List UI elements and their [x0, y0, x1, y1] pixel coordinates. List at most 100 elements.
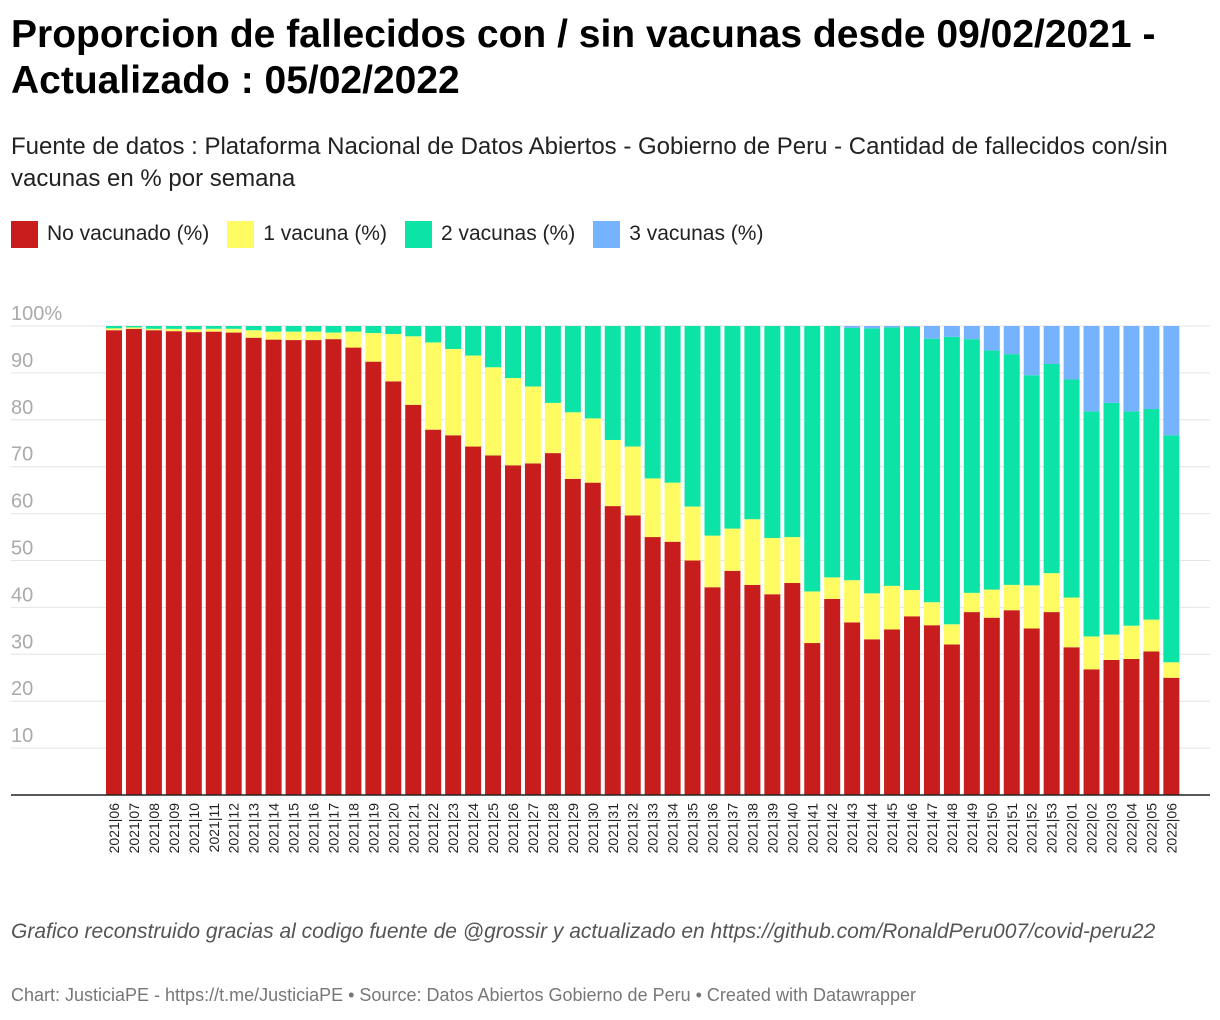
bar-segment-series-1 [1003, 610, 1020, 795]
x-tick-label: 2021|33 [645, 803, 661, 854]
bar-stack [1103, 326, 1120, 795]
x-tick-label: 2021|35 [685, 803, 701, 854]
bar-stack [185, 326, 202, 795]
bar-segment-series-2 [265, 331, 282, 340]
bar-segment-series-1 [385, 381, 402, 795]
bar-stack [704, 326, 721, 795]
bar-stack [106, 326, 122, 795]
x-tick-label: 2021|27 [525, 803, 541, 854]
bar-segment-series-2 [524, 386, 541, 464]
bar-segment-series-4 [1003, 326, 1020, 355]
bar-segment-series-3 [644, 326, 661, 479]
bar-stack [844, 326, 861, 795]
bar-segment-series-3 [1063, 379, 1080, 598]
bar-segment-series-1 [884, 629, 901, 795]
bar-segment-series-4 [844, 326, 861, 328]
x-tick-label: 2021|18 [345, 803, 361, 854]
bar-stack [165, 326, 182, 795]
x-tick-label: 2021|52 [1024, 803, 1040, 854]
chart-subtitle: Fuente de datos : Plataforma Nacional de… [11, 133, 1168, 192]
bar-segment-series-2 [325, 332, 342, 340]
x-tick-label: 2021|10 [186, 803, 202, 854]
bar-segment-series-3 [1043, 363, 1060, 574]
x-tick-label: 2021|14 [266, 803, 282, 854]
legend-label: 3 vacunas (%) [629, 222, 764, 245]
legend-label: 1 vacuna (%) [263, 222, 387, 245]
bar-stack [824, 326, 841, 795]
x-tick-label: 2021|43 [844, 803, 860, 854]
bar-stack [1123, 326, 1140, 795]
bar-segment-series-3 [684, 326, 701, 507]
bar-stack [485, 326, 502, 795]
bar-segment-series-2 [784, 537, 801, 584]
x-tick-label: 2021|44 [864, 803, 880, 854]
x-tick-label: 2021|51 [1004, 803, 1020, 854]
bar-segment-series-3 [106, 326, 122, 329]
x-tick-label: 2021|46 [904, 803, 920, 854]
bar-segment-series-2 [305, 331, 322, 341]
bar-segment-series-3 [943, 336, 960, 625]
bar-stack [1163, 326, 1180, 795]
bar-segment-series-2 [584, 418, 601, 483]
legend-item-no-vacunado: No vacunado (%) [11, 220, 209, 248]
bar-segment-series-1 [1143, 651, 1160, 795]
x-tick-label: 2022|02 [1084, 803, 1100, 854]
y-tick-label: 50 [11, 538, 33, 560]
x-tick-label: 2021|23 [445, 803, 461, 854]
bar-segment-series-1 [644, 537, 661, 795]
bar-segment-series-1 [106, 330, 122, 795]
bar-segment-series-1 [923, 625, 940, 795]
bar-segment-series-1 [824, 598, 841, 795]
bar-segment-series-4 [884, 326, 901, 328]
bar-segment-series-2 [564, 412, 581, 479]
bar-segment-series-3 [864, 328, 881, 594]
x-tick-label: 2021|38 [744, 803, 760, 854]
bar-segment-series-2 [1063, 597, 1080, 648]
bar-segment-series-3 [724, 326, 741, 529]
x-tick-label: 2021|17 [325, 803, 341, 854]
x-tick-label: 2021|36 [705, 803, 721, 854]
bar-stack [365, 326, 382, 795]
x-tick-label: 2021|32 [625, 803, 641, 854]
y-tick-label: 40 [11, 584, 33, 606]
bar-segment-series-3 [125, 326, 142, 328]
bar-segment-series-2 [824, 577, 841, 599]
y-tick-label: 90 [11, 350, 33, 372]
bar-segment-series-3 [445, 326, 462, 349]
bar-segment-series-3 [325, 326, 342, 333]
bar-stack [1023, 326, 1040, 795]
bar-segment-series-3 [1083, 411, 1100, 637]
bar-segment-series-2 [1143, 619, 1160, 652]
bar-stack [664, 326, 681, 795]
bar-segment-series-2 [884, 585, 901, 630]
bar-segment-series-1 [1103, 659, 1120, 795]
x-tick-label: 2021|15 [286, 803, 302, 854]
bar-segment-series-1 [165, 331, 182, 795]
bar-segment-series-2 [1043, 573, 1060, 613]
bar-stack [1043, 326, 1060, 795]
bar-segment-series-1 [185, 332, 202, 795]
bar-stack [983, 326, 1000, 795]
bar-stack [405, 326, 422, 795]
bar-stack [943, 326, 960, 795]
bar-segment-series-2 [225, 328, 242, 333]
bar-segment-series-1 [784, 583, 801, 795]
bar-segment-series-2 [664, 482, 681, 542]
bar-segment-series-1 [445, 435, 462, 795]
bar-stack [1063, 326, 1080, 795]
bar-segment-series-3 [884, 327, 901, 586]
bar-segment-series-3 [904, 326, 920, 591]
bar-stack [1003, 326, 1020, 795]
bar-segment-series-3 [963, 339, 980, 593]
bar-segment-series-4 [1143, 326, 1160, 410]
bar-stack [804, 326, 821, 795]
bar-segment-series-3 [245, 326, 262, 331]
bar-segment-series-3 [844, 327, 861, 581]
bar-segment-series-2 [983, 589, 1000, 618]
bar-segment-series-3 [265, 326, 282, 332]
bar-segment-series-3 [983, 350, 1000, 590]
legend-swatch [593, 220, 621, 248]
bar-segment-series-2 [704, 535, 721, 588]
x-tick-label: 2021|06 [106, 803, 122, 854]
bar-segment-series-2 [245, 330, 262, 338]
